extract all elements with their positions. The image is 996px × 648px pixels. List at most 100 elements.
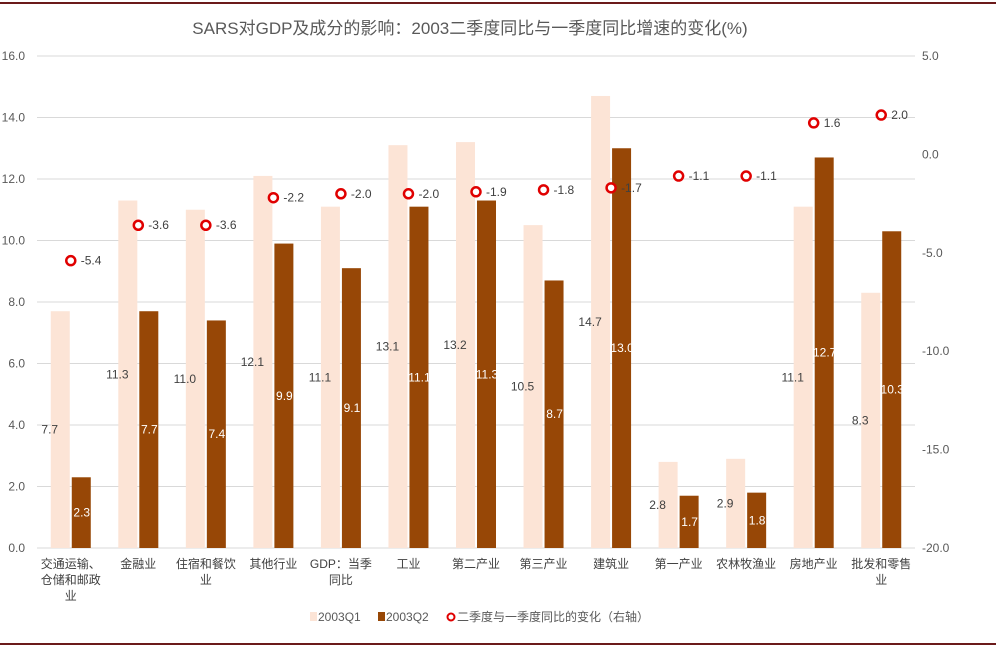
y-right-tick-label: -15.0 [922,443,950,457]
x-tick-label: 建筑业 [593,556,629,571]
data-label-2003q2: 7.4 [209,427,226,441]
x-tick-label: 金融业 [120,556,156,571]
data-label-2003q1: 13.1 [376,340,400,354]
bar-2003q1 [50,311,70,548]
change-marker [335,188,347,200]
data-label-change: -5.4 [81,254,102,268]
bar-2003q1 [320,206,340,549]
y-left-tick-label: 12.0 [2,172,26,186]
bar-2003q1 [726,458,746,548]
bar-2003q2 [679,495,699,548]
bar-2003q1 [185,209,205,548]
x-tick-label: 同比 [329,573,353,587]
x-tick-label: 仓储和邮政 [41,572,101,587]
change-marker [672,170,685,182]
change-marker [200,219,212,231]
data-label-change: -3.6 [148,218,169,232]
y-left-tick-label: 16.0 [2,49,26,63]
bottom-rule [0,643,996,645]
x-tick-label: 业 [200,573,212,587]
change-marker [132,219,145,231]
bar-2003q2 [612,148,632,548]
legend-marker-change [446,612,456,622]
x-tick-label: 业 [875,573,887,587]
y-right-tick-label: -5.0 [922,246,943,260]
bar-2003q1 [456,142,475,548]
data-label-2003q1: 12.1 [241,355,265,369]
change-marker [267,191,280,204]
change-marker [605,182,617,194]
data-label-2003q2: 11.1 [408,370,431,384]
x-tick-label: GDP：当季 [310,557,372,571]
data-label-change: -1.1 [756,169,777,183]
x-tick-label: 第三产业 [520,557,568,571]
bar-2003q2 [409,206,429,549]
data-label-2003q1: 8.3 [852,413,869,427]
change-marker [470,186,482,198]
x-tick-label: 批发和零售 [851,556,911,571]
x-tick-label: 房地产业 [790,556,838,571]
data-label-change: 1.6 [824,116,841,130]
data-label-2003q2: 1.8 [749,513,766,527]
data-label-change: -1.1 [689,169,710,183]
change-marker [537,184,550,196]
x-tick-label: 其他行业 [249,557,297,571]
bar-2003q1 [253,175,273,549]
data-label-change: -1.7 [621,181,642,195]
change-marker [875,109,887,121]
bar-2003q1 [118,200,138,548]
bar-2003q2 [477,200,496,548]
data-label-2003q1: 7.7 [41,423,58,437]
bar-2003q2 [544,280,564,548]
bar-2003q1 [861,292,881,548]
data-label-change: -1.8 [554,183,575,197]
data-label-change: -1.9 [486,185,507,199]
bar-2003q2 [274,243,294,548]
data-label-2003q2: 13.0 [610,341,634,355]
data-label-2003q2: 2.3 [73,506,90,520]
data-label-change: -3.6 [216,218,237,232]
y-left-tick-label: 14.0 [2,111,26,125]
data-label-change: -2.0 [351,187,372,201]
data-label-2003q2: 7.7 [141,423,158,437]
data-label-2003q2: 8.7 [546,407,563,421]
bar-2003q1 [658,461,678,548]
data-label-2003q1: 10.5 [511,380,535,394]
bar-2003q2 [882,231,902,548]
data-label-change: -2.2 [283,191,304,205]
x-tick-label: 工业 [396,557,420,571]
y-right-tick-label: 5.0 [922,49,939,63]
data-label-2003q2: 11.3 [476,367,499,381]
legend-swatch-2003q2 [378,612,385,621]
y-left-tick-label: 4.0 [8,418,25,432]
y-right-tick-label: 0.0 [922,147,939,161]
bar-2003q2 [341,268,361,548]
y-right-tick-label: -10.0 [922,344,950,358]
data-label-2003q2: 12.7 [813,346,837,360]
bar-2003q2 [814,157,834,548]
data-label-2003q1: 11.0 [174,372,197,386]
bar-2003q1 [793,206,813,549]
y-left-tick-label: 6.0 [8,357,25,371]
data-label-2003q2: 9.1 [344,401,361,415]
bar-2003q1 [523,225,543,548]
data-label-2003q1: 11.3 [106,367,129,381]
data-label-2003q1: 11.1 [781,370,804,384]
bar-2003q2 [747,492,767,548]
x-tick-label: 第二产业 [452,557,500,571]
data-label-2003q1: 2.9 [717,496,734,510]
data-label-2003q2: 1.7 [681,515,698,529]
y-left-tick-label: 0.0 [8,541,25,555]
y-right-tick-label: -20.0 [922,541,950,555]
change-marker [65,254,77,267]
data-label-change: -2.0 [418,187,439,201]
y-left-tick-label: 2.0 [8,480,25,494]
data-label-change: 2.0 [891,108,908,122]
data-label-2003q1: 11.1 [309,370,332,384]
data-label-2003q1: 2.8 [649,498,666,512]
bar-2003q1 [591,95,611,548]
legend-swatch-2003q1 [310,612,317,621]
legend-label-2003q1: 2003Q1 [318,610,361,624]
change-marker [740,170,752,182]
